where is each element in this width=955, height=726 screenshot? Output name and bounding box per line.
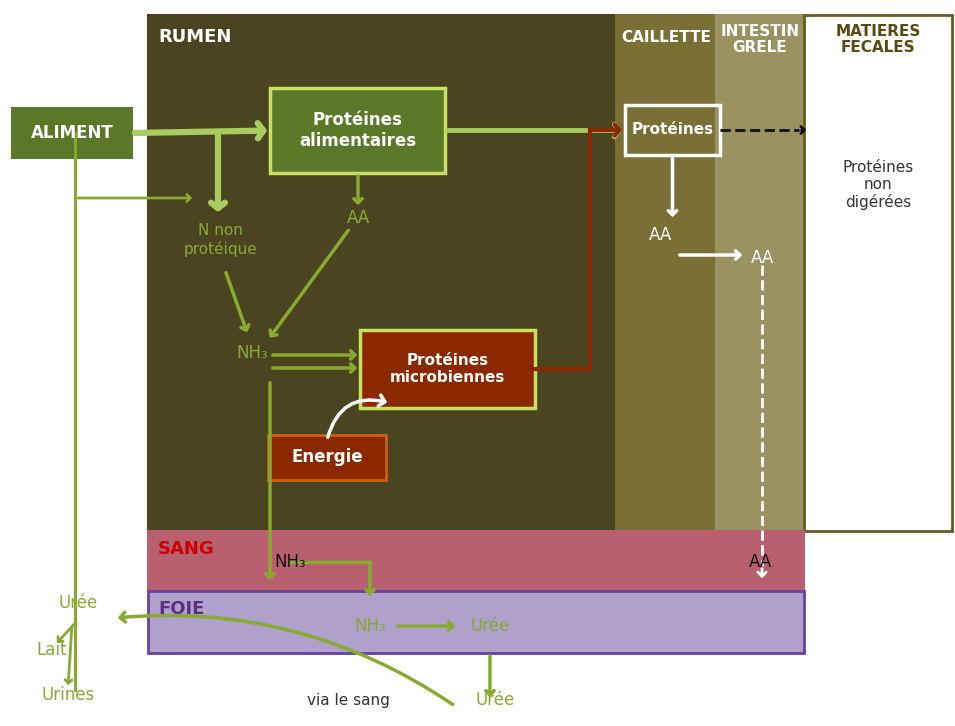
Text: AA: AA [648, 226, 671, 244]
Text: Energie: Energie [291, 449, 363, 467]
Bar [268, 435, 386, 480]
Text: CAILLETTE: CAILLETTE [621, 30, 711, 44]
Text: GRELE: GRELE [732, 41, 787, 55]
Bar [625, 105, 720, 155]
Text: Urée: Urée [58, 594, 97, 612]
Text: INTESTIN: INTESTIN [720, 23, 799, 38]
Text: MATIERES: MATIERES [836, 23, 921, 38]
Text: NH₃: NH₃ [236, 344, 267, 362]
Text: FOIE: FOIE [158, 600, 204, 618]
Text: Urée: Urée [476, 691, 515, 709]
Bar [148, 531, 804, 591]
Text: SANG: SANG [158, 540, 215, 558]
Bar [148, 591, 804, 653]
Text: Urée: Urée [471, 617, 510, 635]
Text: NH₃: NH₃ [274, 553, 306, 571]
Bar [804, 15, 952, 531]
Bar [716, 15, 804, 531]
Text: N non
protéique: N non protéique [183, 223, 257, 257]
Bar [270, 88, 445, 173]
Text: RUMEN: RUMEN [158, 28, 231, 46]
Text: AA: AA [751, 249, 774, 267]
Text: via le sang: via le sang [307, 693, 390, 708]
Text: Protéines
microbiennes: Protéines microbiennes [390, 353, 505, 386]
Text: AA: AA [347, 209, 370, 227]
Bar [360, 330, 535, 408]
Bar [148, 15, 616, 531]
Text: Lait: Lait [36, 641, 67, 659]
Text: ALIMENT: ALIMENT [31, 124, 114, 142]
Text: Protéines
non
digérées: Protéines non digérées [842, 160, 914, 211]
Bar [12, 108, 132, 158]
Text: Protéines
alimentaires: Protéines alimentaires [299, 111, 416, 150]
Bar [616, 15, 716, 531]
Text: Urines: Urines [41, 686, 95, 704]
Text: NH₃: NH₃ [354, 617, 386, 635]
Text: FECALES: FECALES [840, 41, 915, 55]
Text: Protéines: Protéines [631, 123, 713, 137]
Text: AA: AA [749, 553, 772, 571]
